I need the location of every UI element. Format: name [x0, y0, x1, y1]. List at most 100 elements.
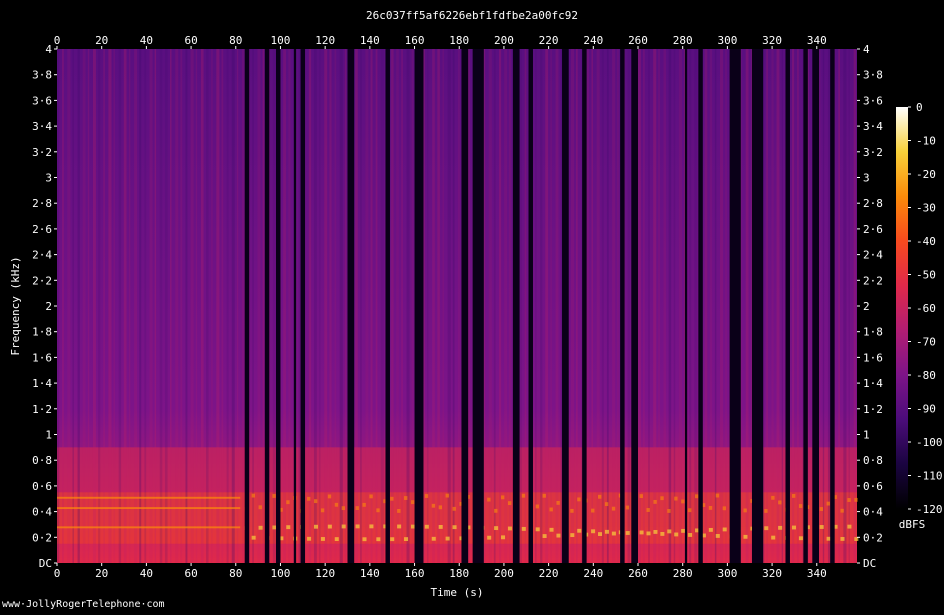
formant-mark [681, 528, 686, 533]
streak [540, 49, 543, 563]
streak [488, 49, 492, 563]
y-tick-label-left: 1 [45, 429, 52, 442]
y-tick-label-left: 0·2 [32, 531, 52, 544]
streak [339, 49, 343, 563]
formant-mark [660, 496, 664, 501]
formant-mark [639, 530, 644, 535]
formant-mark [764, 526, 769, 531]
streak [92, 49, 96, 563]
formant-mark [341, 506, 346, 511]
formant-mark [362, 537, 367, 542]
streak [62, 49, 64, 563]
silent-gap [803, 49, 808, 563]
y-tick-label-left: 1·2 [32, 403, 52, 416]
x-tick-label-bottom: 120 [315, 567, 335, 580]
tone-line [57, 526, 241, 529]
colorbar-tick-label: -70 [916, 336, 936, 349]
y-tick-label-left: 2 [45, 300, 52, 313]
formant-mark [570, 508, 574, 513]
streak [211, 49, 213, 563]
streak [144, 49, 147, 563]
streak [329, 49, 332, 563]
formant-mark [611, 531, 616, 536]
silent-gap [512, 49, 520, 563]
streak [776, 49, 780, 563]
x-tick-label-top: 200 [494, 34, 514, 47]
streak [807, 49, 809, 563]
colorbar-tick-label: -110 [916, 470, 943, 483]
y-tick-label-left: 1·4 [32, 377, 52, 390]
streak [483, 49, 486, 563]
formant-mark [320, 508, 325, 513]
streak [252, 49, 254, 563]
formant-mark [327, 494, 332, 499]
colorbar-tick-label: -40 [916, 235, 936, 248]
formant-mark [466, 525, 471, 530]
formant-mark [313, 524, 319, 529]
silent-gap [684, 49, 688, 563]
formant-mark [591, 529, 596, 534]
formant-mark [778, 525, 783, 530]
streak [853, 49, 857, 563]
formant-mark [791, 525, 796, 530]
y-axis-right: DC 0·2 0·4 0·6 0·8 1 1·2 1·4 1·6 1·8 2 2·2 2·4 2·6 2·8… [857, 43, 883, 570]
x-tick-label-top: 20 [95, 34, 108, 47]
silent-gap [293, 49, 297, 563]
formant-mark [743, 508, 747, 513]
streak [648, 49, 650, 563]
streak [612, 49, 616, 563]
formant-mark [764, 508, 768, 513]
formant-mark [840, 536, 845, 541]
formant-mark [362, 502, 366, 507]
formant-mark [501, 495, 505, 500]
formant-mark [279, 536, 284, 541]
formant-mark [708, 527, 713, 532]
streak [180, 49, 183, 563]
x-tick-label-bottom: 60 [184, 567, 197, 580]
streak [637, 49, 641, 563]
x-axis-label: Time (s) [431, 586, 484, 599]
formant-mark [625, 505, 630, 510]
streak [401, 49, 403, 563]
streak [195, 49, 198, 563]
y-tick-label-left: 3·6 [32, 94, 52, 107]
streak [504, 49, 508, 563]
streak [457, 49, 460, 563]
y-tick-label-left: 0·6 [32, 480, 52, 493]
streak [499, 49, 502, 563]
y-tick-label-left: 1·6 [32, 351, 52, 364]
formant-mark [549, 507, 553, 512]
x-tick-label-top: 160 [405, 34, 425, 47]
streak [334, 49, 337, 563]
x-tick-label-top: 220 [539, 34, 559, 47]
formant-mark [397, 524, 402, 529]
formant-mark [591, 508, 595, 513]
streak [848, 49, 850, 563]
y-tick-label-left: 2·6 [32, 223, 52, 236]
formant-mark [722, 527, 727, 532]
y-tick-label-right: 2·4 [863, 249, 883, 262]
streak [216, 49, 220, 563]
formant-mark [258, 505, 262, 510]
streak [344, 49, 347, 563]
formant-mark [327, 524, 332, 529]
streak [77, 49, 80, 563]
x-tick-label-bottom: 160 [405, 567, 425, 580]
streak [493, 49, 496, 563]
formant-mark [556, 500, 560, 505]
streak [694, 49, 698, 563]
silent-gap [729, 49, 741, 563]
formant-mark [251, 535, 256, 540]
streak [391, 49, 394, 563]
silent-gap [385, 49, 390, 563]
formant-mark [272, 525, 277, 530]
x-tick-label-top: 180 [449, 34, 469, 47]
streak [242, 49, 245, 563]
silent-gap [414, 49, 424, 563]
streak [452, 49, 455, 563]
streak [596, 49, 600, 563]
streak [534, 49, 537, 563]
streak [308, 49, 312, 563]
streak [355, 49, 358, 563]
streak [817, 49, 821, 563]
